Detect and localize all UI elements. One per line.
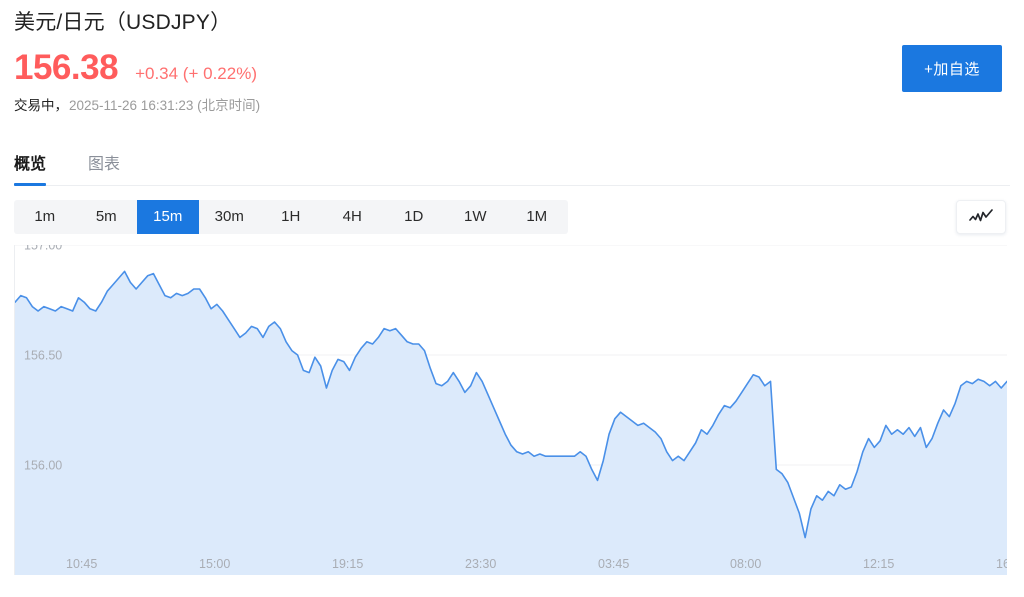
- last-price: 156.38: [14, 48, 119, 87]
- timeframe-1m[interactable]: 1m: [34, 208, 56, 225]
- y-axis-tick-label: 157.00: [24, 245, 62, 253]
- quote-timestamp: 2025-11-26 16:31:23 (北京时间): [69, 98, 261, 113]
- timeframe-1d[interactable]: 1D: [404, 208, 424, 225]
- price-change: +0.34 (+ 0.22%): [135, 64, 257, 83]
- timeframe-5m[interactable]: 5m: [95, 208, 117, 225]
- x-axis-tick-label: 19:15: [332, 557, 363, 571]
- x-axis-tick-label: 15:00: [199, 557, 230, 571]
- chart-type-toggle-button[interactable]: [956, 200, 1006, 234]
- x-axis-tick-label: 03:45: [598, 557, 629, 571]
- line-chart-icon: [969, 209, 993, 222]
- x-axis-tick-label: 10:45: [66, 557, 97, 571]
- timeframe-30m[interactable]: 30m: [214, 208, 244, 225]
- x-axis-tick-label: 16:3: [996, 557, 1007, 571]
- timeframe-1h[interactable]: 1H: [281, 208, 301, 225]
- chart-area-fill: [15, 271, 1007, 575]
- timeframe-1M[interactable]: 1M: [526, 208, 548, 225]
- chart-line: [15, 270, 1007, 539]
- x-axis-labels: 10:45 15:00 19:15 23:30 03:45 08:00 12:15 16:3: [66, 557, 1007, 571]
- x-axis-tick-label: 23:30: [465, 557, 496, 571]
- timeframe-15m[interactable]: 15m: [137, 200, 199, 234]
- price-chart[interactable]: 157.00 156.50 156.00 10:45 15:00 19:15 23:30 0…: [14, 245, 1007, 575]
- market-status: 交易中，: [14, 98, 68, 113]
- timeframe-1w[interactable]: 1W: [464, 208, 487, 225]
- x-axis-tick-label: 12:15: [863, 557, 894, 571]
- market-status-row: 交易中，2025-11-26 16:31:23 (北京时间): [14, 97, 260, 115]
- y-axis-tick-label: 156.00: [24, 459, 62, 473]
- y-axis-labels: 157.00 156.50 156.00: [24, 245, 62, 473]
- quote-row: 156.38 +0.34 (+ 0.22%): [14, 48, 260, 88]
- timeframe-4h[interactable]: 4H: [342, 208, 362, 225]
- quote-header: 美元/日元（USDJPY） 156.38 +0.34 (+ 0.22%) 交易中…: [14, 8, 260, 115]
- page-title: 美元/日元（USDJPY）: [14, 11, 232, 34]
- x-axis-tick-label: 08:00: [730, 557, 761, 571]
- section-tabs: 概览 图表: [14, 148, 1010, 186]
- timeframe-selector: 1m 5m 15m 30m 1H 4H 1D 1W 1M: [14, 200, 568, 234]
- add-to-watchlist-button[interactable]: +加自选: [902, 45, 1002, 92]
- y-axis-tick-label: 156.50: [24, 349, 62, 363]
- tab-overview[interactable]: 概览: [14, 154, 47, 186]
- tab-chart[interactable]: 图表: [88, 156, 121, 173]
- price-chart-svg: 157.00 156.50 156.00 10:45 15:00 19:15 23:30 0…: [15, 245, 1007, 575]
